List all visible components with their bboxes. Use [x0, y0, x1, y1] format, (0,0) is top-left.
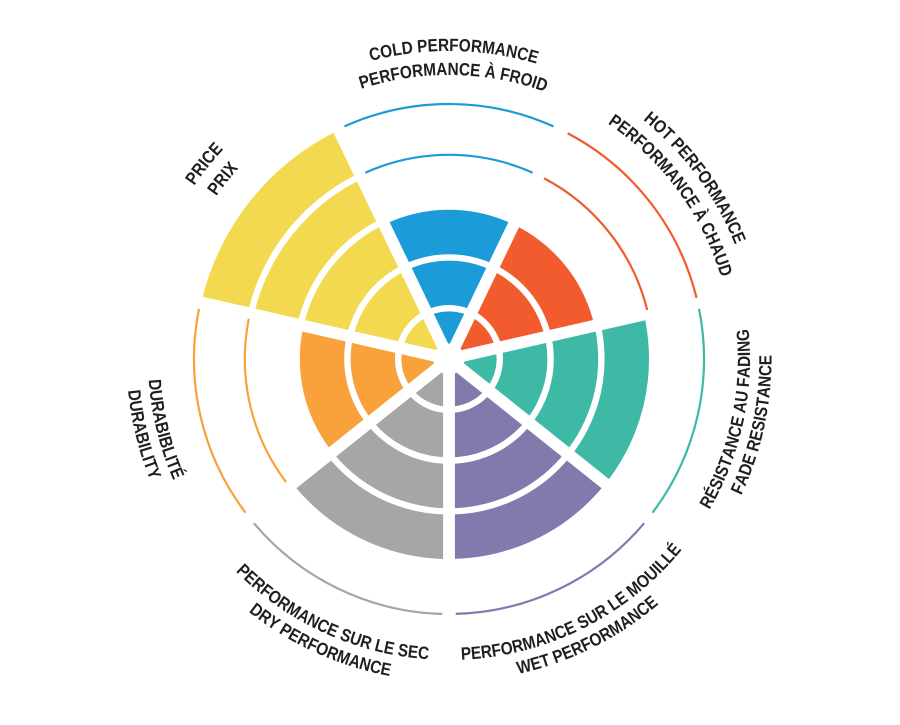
svg-text:C: C	[368, 656, 383, 678]
svg-text:M: M	[423, 59, 437, 80]
svg-text:R: R	[358, 631, 374, 654]
svg-text:S: S	[397, 640, 410, 662]
svg-text:N: N	[754, 375, 775, 387]
svg-text:E: E	[755, 355, 775, 365]
svg-text:A: A	[733, 366, 754, 378]
svg-text:R: R	[438, 35, 449, 56]
svg-text:I: I	[138, 453, 159, 463]
svg-text:O: O	[518, 68, 535, 91]
svg-text:F: F	[449, 35, 459, 55]
svg-text:R: R	[470, 36, 483, 57]
svg-text:U: U	[125, 399, 147, 413]
svg-text:R: R	[147, 399, 169, 413]
svg-text:E: E	[745, 428, 767, 443]
svg-text:U: U	[145, 389, 167, 403]
svg-text:E: E	[379, 658, 393, 680]
svg-text:D: D	[400, 37, 414, 59]
svg-text:F: F	[498, 64, 511, 86]
svg-text:A: A	[493, 38, 507, 60]
svg-text:L: L	[391, 39, 404, 61]
svg-text:I: I	[529, 72, 539, 93]
svg-text:E: E	[726, 414, 748, 428]
svg-text:U: U	[731, 390, 753, 404]
svg-text:O: O	[398, 61, 413, 83]
svg-text:O: O	[499, 637, 515, 659]
svg-text:A: A	[753, 386, 774, 399]
svg-text:E: E	[427, 35, 438, 56]
svg-text:E: E	[382, 637, 396, 659]
svg-text:A: A	[149, 410, 171, 425]
svg-text:A: A	[436, 59, 448, 80]
svg-text:L: L	[373, 635, 387, 657]
svg-text:P: P	[416, 36, 428, 57]
svg-text:D: D	[124, 389, 145, 402]
svg-text:À: À	[483, 61, 497, 83]
svg-text:C: C	[367, 43, 383, 65]
svg-text:R: R	[127, 410, 149, 425]
svg-text:R: R	[507, 66, 522, 88]
svg-text:E: E	[367, 68, 382, 90]
svg-text:N: N	[721, 434, 744, 450]
svg-text:D: D	[734, 356, 754, 367]
svg-text:C: C	[724, 424, 746, 440]
svg-text:I: I	[161, 453, 182, 464]
svg-text:R: R	[480, 641, 494, 663]
svg-text:N: N	[447, 59, 458, 80]
svg-text:F: F	[490, 639, 503, 661]
svg-text:E: E	[407, 641, 420, 662]
svg-text:R: R	[411, 60, 424, 81]
svg-text:N: N	[733, 340, 754, 352]
svg-text:P: P	[460, 643, 471, 664]
svg-text:N: N	[504, 40, 519, 62]
svg-text:W: W	[515, 655, 534, 678]
svg-text:E: E	[469, 60, 481, 81]
svg-text:S: S	[747, 419, 769, 433]
svg-text:B: B	[151, 420, 173, 436]
svg-text:O: O	[458, 35, 471, 56]
svg-text:M: M	[334, 646, 353, 669]
svg-text:C: C	[755, 365, 776, 377]
svg-text:O: O	[378, 40, 394, 62]
svg-text:N: N	[357, 653, 373, 676]
svg-text:C: C	[458, 59, 470, 80]
svg-text:I: I	[734, 352, 754, 357]
svg-text:I: I	[153, 430, 174, 439]
svg-text:F: F	[733, 377, 754, 388]
svg-text:M: M	[481, 37, 496, 59]
svg-text:A: A	[129, 420, 151, 435]
svg-text:M: M	[520, 632, 538, 655]
svg-text:R: R	[510, 635, 526, 657]
svg-text:B: B	[131, 430, 153, 446]
svg-text:R: R	[742, 437, 765, 453]
svg-text:I: I	[134, 441, 155, 451]
svg-text:C: C	[515, 43, 531, 65]
svg-text:A: A	[729, 400, 751, 414]
svg-text:G: G	[733, 328, 754, 342]
svg-text:D: D	[144, 378, 165, 391]
svg-text:F: F	[389, 63, 402, 85]
svg-text:E: E	[470, 642, 482, 663]
svg-text:C: C	[417, 642, 430, 663]
svg-text:B: B	[155, 434, 178, 450]
svg-text:T: T	[752, 396, 773, 408]
svg-text:R: R	[377, 65, 392, 87]
svg-text:S: S	[750, 405, 772, 418]
svg-text:I: I	[750, 415, 771, 423]
